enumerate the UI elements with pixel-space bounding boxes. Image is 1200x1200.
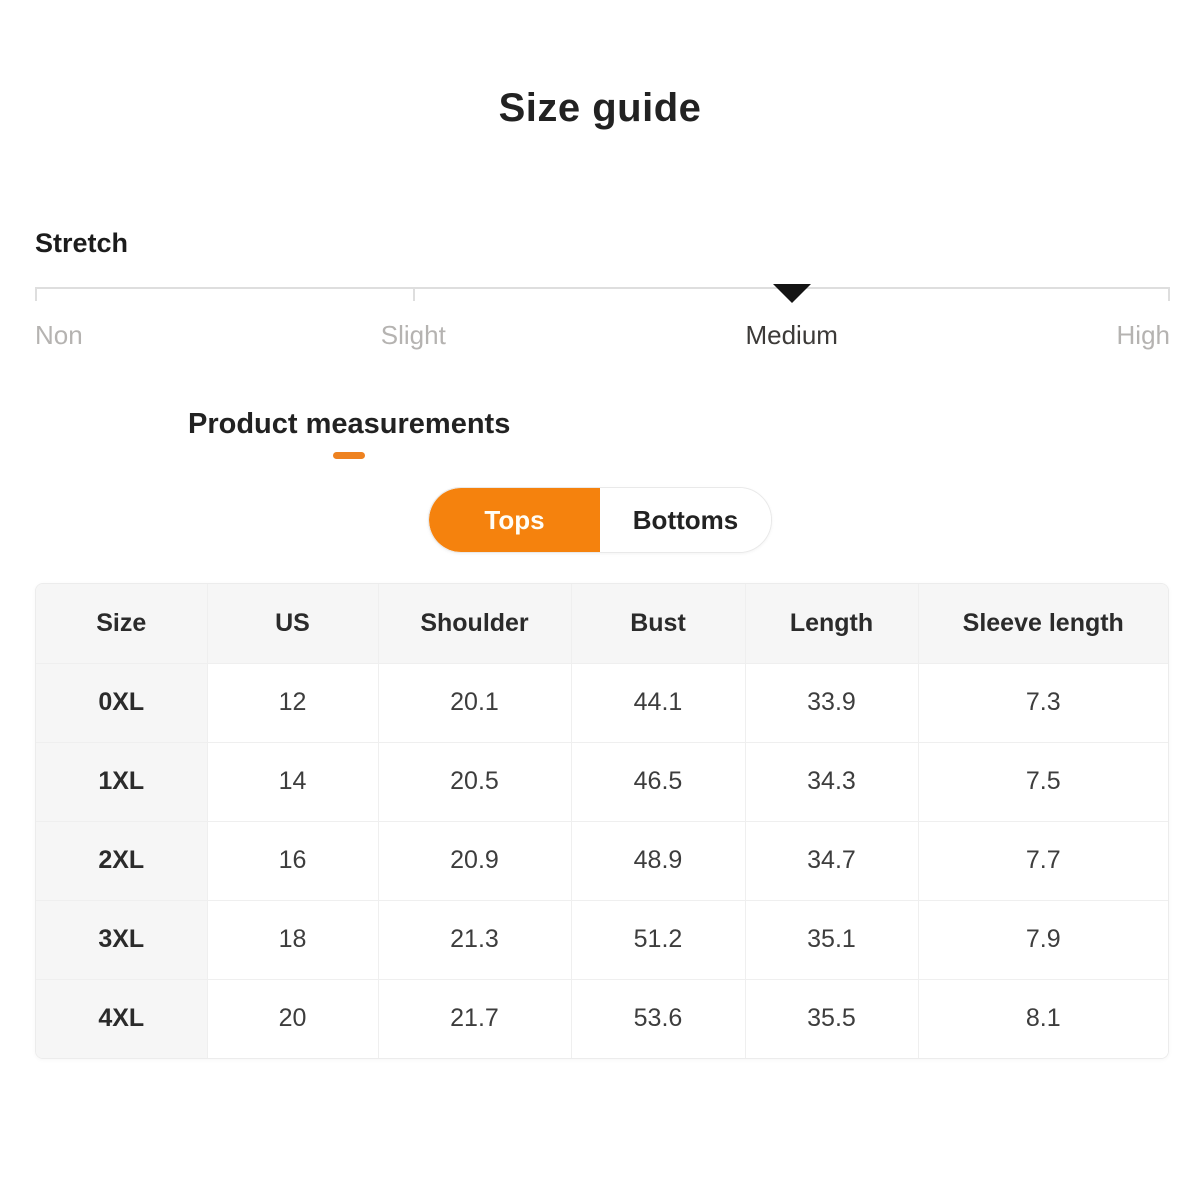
stretch-option-high: High — [1116, 320, 1170, 350]
cell-sleeve-length: 7.9 — [917, 899, 1168, 980]
active-tab-underline — [333, 452, 366, 459]
table-row: 1XL 14 20.5 46.5 34.3 7.5 — [36, 741, 1168, 822]
page-title: Size guide — [498, 86, 702, 130]
column-header-length: Length — [744, 584, 919, 664]
cell-length: 33.9 — [744, 662, 919, 743]
size-table: Size US Shoulder Bust Length Sleeve leng… — [35, 583, 1169, 1059]
cell-bust: 51.2 — [570, 899, 746, 980]
cell-us: 12 — [206, 662, 379, 743]
stretch-option-medium: Medium — [745, 320, 838, 350]
cell-sleeve-length: 7.3 — [917, 662, 1168, 743]
table-row: 4XL 20 21.7 53.6 35.5 8.1 — [36, 978, 1168, 1058]
column-header-us: US — [206, 584, 379, 664]
scale-tick — [35, 287, 37, 301]
category-toggle: Tops Bottoms — [428, 487, 772, 553]
cell-size: 3XL — [36, 899, 208, 980]
cell-bust: 46.5 — [570, 741, 746, 822]
table-row: 2XL 16 20.9 48.9 34.7 7.7 — [36, 820, 1168, 901]
stretch-indicator-triangle-icon — [772, 284, 811, 303]
tab-product-measurements-label: Product measurements — [188, 408, 511, 440]
tops-button[interactable]: Tops — [429, 488, 600, 552]
stretch-section-label: Stretch — [35, 228, 129, 258]
cell-us: 18 — [206, 899, 379, 980]
cell-us: 20 — [206, 978, 379, 1058]
cell-us: 16 — [206, 820, 379, 901]
column-header-shoulder: Shoulder — [377, 584, 572, 664]
column-header-sleeve-length: Sleeve length — [917, 584, 1168, 664]
stretch-option-non: Non — [35, 320, 83, 350]
cell-shoulder: 20.1 — [377, 662, 572, 743]
cell-shoulder: 20.5 — [377, 741, 572, 822]
stretch-scale-labels: Non Slight Medium High — [35, 320, 1170, 356]
tab-product-measurements[interactable]: Product measurements — [188, 408, 510, 459]
column-header-bust: Bust — [570, 584, 746, 664]
bottoms-button[interactable]: Bottoms — [600, 488, 771, 552]
cell-shoulder: 21.7 — [377, 978, 572, 1058]
column-header-size: Size — [36, 584, 208, 664]
cell-bust: 53.6 — [570, 978, 746, 1058]
cell-length: 34.3 — [744, 741, 919, 822]
table-header-row: Size US Shoulder Bust Length Sleeve leng… — [36, 584, 1168, 664]
cell-shoulder: 20.9 — [377, 820, 572, 901]
cell-size: 2XL — [36, 820, 208, 901]
cell-us: 14 — [206, 741, 379, 822]
cell-sleeve-length: 8.1 — [917, 978, 1168, 1058]
cell-bust: 48.9 — [570, 820, 746, 901]
cell-sleeve-length: 7.7 — [917, 820, 1168, 901]
cell-length: 34.7 — [744, 820, 919, 901]
cell-length: 35.5 — [744, 978, 919, 1058]
cell-size: 0XL — [36, 662, 208, 743]
cell-sleeve-length: 7.5 — [917, 741, 1168, 822]
scale-tick — [1168, 287, 1170, 301]
cell-length: 35.1 — [744, 899, 919, 980]
stretch-scale — [35, 284, 1170, 303]
table-row: 3XL 18 21.3 51.2 35.1 7.9 — [36, 899, 1168, 980]
cell-bust: 44.1 — [570, 662, 746, 743]
stretch-option-slight: Slight — [380, 320, 446, 350]
cell-size: 1XL — [36, 741, 208, 822]
table-row: 0XL 12 20.1 44.1 33.9 7.3 — [36, 662, 1168, 743]
cell-shoulder: 21.3 — [377, 899, 572, 980]
cell-size: 4XL — [36, 978, 208, 1058]
scale-tick — [413, 287, 416, 301]
